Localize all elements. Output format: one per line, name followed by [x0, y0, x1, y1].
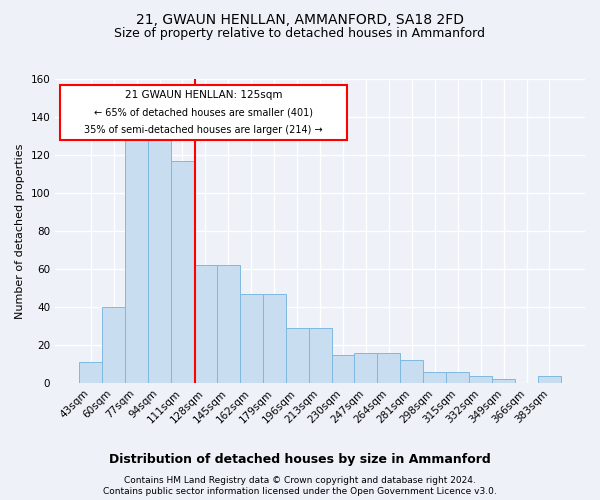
Bar: [446, 372, 469, 384]
Bar: [355, 353, 377, 384]
Bar: [332, 355, 355, 384]
Bar: [423, 372, 446, 384]
Text: Contains HM Land Registry data © Crown copyright and database right 2024.: Contains HM Land Registry data © Crown c…: [124, 476, 476, 485]
Bar: [400, 360, 423, 384]
Bar: [492, 380, 515, 384]
Bar: [377, 353, 400, 384]
Bar: [538, 376, 561, 384]
Bar: [308, 328, 332, 384]
Bar: [217, 266, 240, 384]
Text: Distribution of detached houses by size in Ammanford: Distribution of detached houses by size …: [109, 452, 491, 466]
Bar: [469, 376, 492, 384]
FancyBboxPatch shape: [61, 85, 347, 140]
Bar: [125, 138, 148, 384]
Bar: [148, 138, 171, 384]
Text: Contains public sector information licensed under the Open Government Licence v3: Contains public sector information licen…: [103, 487, 497, 496]
Text: 21, GWAUN HENLLAN, AMMANFORD, SA18 2FD: 21, GWAUN HENLLAN, AMMANFORD, SA18 2FD: [136, 12, 464, 26]
Text: 21 GWAUN HENLLAN: 125sqm: 21 GWAUN HENLLAN: 125sqm: [125, 90, 282, 100]
Y-axis label: Number of detached properties: Number of detached properties: [15, 144, 25, 319]
Bar: [263, 294, 286, 384]
Bar: [286, 328, 308, 384]
Text: ← 65% of detached houses are smaller (401): ← 65% of detached houses are smaller (40…: [94, 108, 313, 118]
Text: Size of property relative to detached houses in Ammanford: Size of property relative to detached ho…: [115, 28, 485, 40]
Bar: [194, 266, 217, 384]
Bar: [171, 161, 194, 384]
Text: 35% of semi-detached houses are larger (214) →: 35% of semi-detached houses are larger (…: [84, 125, 323, 135]
Bar: [240, 294, 263, 384]
Bar: [102, 307, 125, 384]
Bar: [79, 362, 102, 384]
